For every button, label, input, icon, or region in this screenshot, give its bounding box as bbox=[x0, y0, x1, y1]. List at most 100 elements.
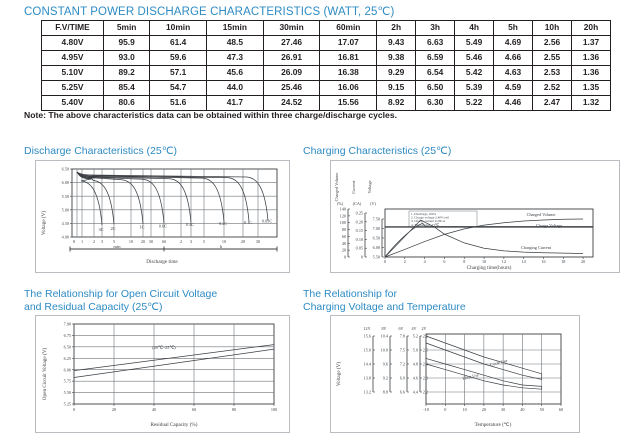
discharge-x-tick: 0 bbox=[73, 239, 76, 244]
discharge-curve-label: 0.6C bbox=[159, 223, 167, 228]
discharge-unit-hour: h bbox=[220, 244, 223, 249]
table-cell: 16.81 bbox=[319, 50, 378, 66]
discharge-x-tick-min: 10 bbox=[129, 239, 133, 244]
discharge-curve-label: 3C bbox=[98, 227, 103, 232]
charging-y-tick-current: 0.10 bbox=[356, 237, 363, 242]
ocv-x-tick: 40 bbox=[152, 407, 156, 412]
charging-y-tick-volume: 20 bbox=[342, 248, 346, 253]
charging-axis-title-current: Current bbox=[351, 180, 356, 194]
table-cell: 54.7 bbox=[149, 80, 207, 96]
ocv-y-tick: 5.25 bbox=[64, 402, 71, 407]
discharge-unit-min: min bbox=[113, 244, 121, 249]
cvt-scale-tick: 7.8 bbox=[400, 334, 405, 339]
table-cell: 5.22 bbox=[454, 95, 495, 111]
table-cell: 4.59 bbox=[493, 80, 534, 96]
table-cell: 2.47 bbox=[532, 95, 572, 111]
charging-y-tick-volume: 120 bbox=[340, 213, 346, 218]
charging-current-curve bbox=[384, 219, 584, 258]
ocv-chart-title: The Relationship for Open Circuit Voltag… bbox=[24, 288, 284, 313]
cvt-scale-tick: 2.5 bbox=[423, 348, 428, 353]
table-row: 4.95V 93.0 59.6 47.3 26.91 16.81 9.38 6.59 5.46 4… bbox=[41, 50, 612, 66]
table-row-label: 4.95V bbox=[41, 50, 104, 66]
charging-y-tick-current: 0.20 bbox=[356, 219, 363, 224]
table-cell: 17.07 bbox=[319, 35, 378, 51]
cvt-scale-tick: 4.8 bbox=[413, 362, 418, 367]
cvt-scale-tick: 2.6 bbox=[423, 334, 428, 339]
discharge-x-tick-min: 5 bbox=[113, 239, 115, 244]
charging-x-tick: 8 bbox=[463, 259, 465, 264]
table-cell: 2.56 bbox=[532, 35, 572, 51]
table-cell: 16.06 bbox=[319, 80, 378, 96]
table-cell: 5.49 bbox=[454, 35, 495, 51]
discharge-y-tick: 4.00 bbox=[62, 235, 69, 240]
cvt-scale-tick: 15.6 bbox=[364, 334, 371, 339]
cvt-scale-tick: 5.2 bbox=[413, 334, 418, 339]
table-cell: 1.37 bbox=[570, 35, 612, 51]
table-cell: 9.15 bbox=[376, 80, 417, 96]
charging-y-tick-voltage: 7.00 bbox=[373, 226, 380, 231]
cvt-scale-tick: 15.0 bbox=[364, 348, 371, 353]
discharge-curve bbox=[76, 171, 103, 226]
charging-y-tick-voltage: 5.50 bbox=[373, 255, 380, 260]
charging-y-tick-volume: 80 bbox=[342, 227, 346, 232]
table-col-header-10: 10h bbox=[532, 20, 572, 36]
charging-x-tick: 6 bbox=[443, 259, 445, 264]
cvt-float-use-line-1 bbox=[425, 363, 542, 390]
charging-chart-title: Charging Characteristics (25℃) bbox=[303, 145, 452, 157]
table-cell: 9.29 bbox=[376, 65, 417, 81]
cvt-scale-head: 8V bbox=[381, 326, 386, 331]
table-row: 5.25V 85.4 54.7 44.0 25.46 16.06 9.15 6.50 5.39 4… bbox=[41, 80, 612, 96]
ocv-x-tick: 60 bbox=[192, 407, 196, 412]
discharge-y-tick: 5.50 bbox=[62, 194, 69, 199]
table-col-header-11: 20h bbox=[570, 20, 612, 36]
table-cell: 9.38 bbox=[376, 50, 417, 66]
cvt-scale-tick: 5.0 bbox=[413, 348, 418, 353]
charging-y-tick-current: 0.15 bbox=[356, 228, 363, 233]
charging-x-tick: 16 bbox=[541, 259, 545, 264]
table-col-header-0: F.V/TIME bbox=[41, 20, 104, 36]
ocv-annotation: (20℃~25℃) bbox=[152, 345, 176, 350]
cvt-x-tick: 60 bbox=[559, 407, 563, 412]
charging-y-tick-current: 0.25 bbox=[356, 211, 363, 216]
discharge-chart-title: Discharge Characteristics (25℃) bbox=[24, 145, 178, 157]
charging-chart: Charged Volume Current Voltage (%) (CA) … bbox=[330, 160, 620, 273]
discharge-curve bbox=[76, 171, 115, 225]
table-cell: 4.46 bbox=[493, 95, 534, 111]
charging-x-tick: 2 bbox=[404, 259, 406, 264]
table-cell: 26.09 bbox=[262, 65, 321, 81]
discharge-x-tick-min: 3 bbox=[101, 239, 103, 244]
table-col-header-6: 2h bbox=[376, 20, 417, 36]
charging-unit-volume: (%) bbox=[337, 201, 344, 206]
cvt-y-axis-label: Voltage (V) bbox=[335, 362, 342, 387]
table-cell: 2.55 bbox=[532, 50, 572, 66]
charging-note: 1. Discharge 100% bbox=[411, 212, 436, 216]
charged-volume-curve bbox=[384, 218, 584, 258]
page-title: CONSTANT POWER DISCHARGE CHARACTERISTICS… bbox=[24, 6, 395, 18]
table-cell: 80.6 bbox=[102, 95, 151, 111]
charging-y-tick-current: 0.05 bbox=[356, 246, 363, 251]
table-cell: 57.1 bbox=[149, 65, 207, 81]
discharge-curve bbox=[76, 171, 269, 221]
table-cell: 4.69 bbox=[493, 35, 534, 51]
cvt-scale-tick: 7.5 bbox=[400, 348, 405, 353]
table-cell: 6.63 bbox=[415, 35, 456, 51]
cvt-scale-tick: 9.6 bbox=[383, 362, 388, 367]
charging-y-tick-voltage: 6.50 bbox=[373, 236, 380, 241]
table-row-label: 5.25V bbox=[41, 80, 104, 96]
table-cell: 6.59 bbox=[415, 50, 456, 66]
cvt-x-axis-label: Temperature (℃) bbox=[475, 421, 512, 428]
cvt-title-line1: The Relationship for bbox=[303, 288, 397, 300]
discharge-y-tick: 5.00 bbox=[62, 207, 69, 212]
ocv-y-tick: 5.75 bbox=[64, 379, 71, 384]
cvt-x-tick: 20 bbox=[482, 407, 486, 412]
table-cell: 89.2 bbox=[102, 65, 151, 81]
cvt-x-tick: 50 bbox=[540, 407, 544, 412]
table-cell: 1.35 bbox=[570, 80, 612, 96]
ocv-x-tick: 100 bbox=[271, 407, 277, 412]
discharge-x-axis-label: Discharge time bbox=[146, 259, 178, 265]
cvt-scale-tick: 6.9 bbox=[400, 376, 405, 381]
table-col-header-1: 5min bbox=[102, 20, 151, 36]
cvt-cycle-use-line-1 bbox=[425, 342, 542, 380]
table-cell: 59.6 bbox=[149, 50, 207, 66]
discharge-x-tick-hour: 3 bbox=[190, 239, 192, 244]
